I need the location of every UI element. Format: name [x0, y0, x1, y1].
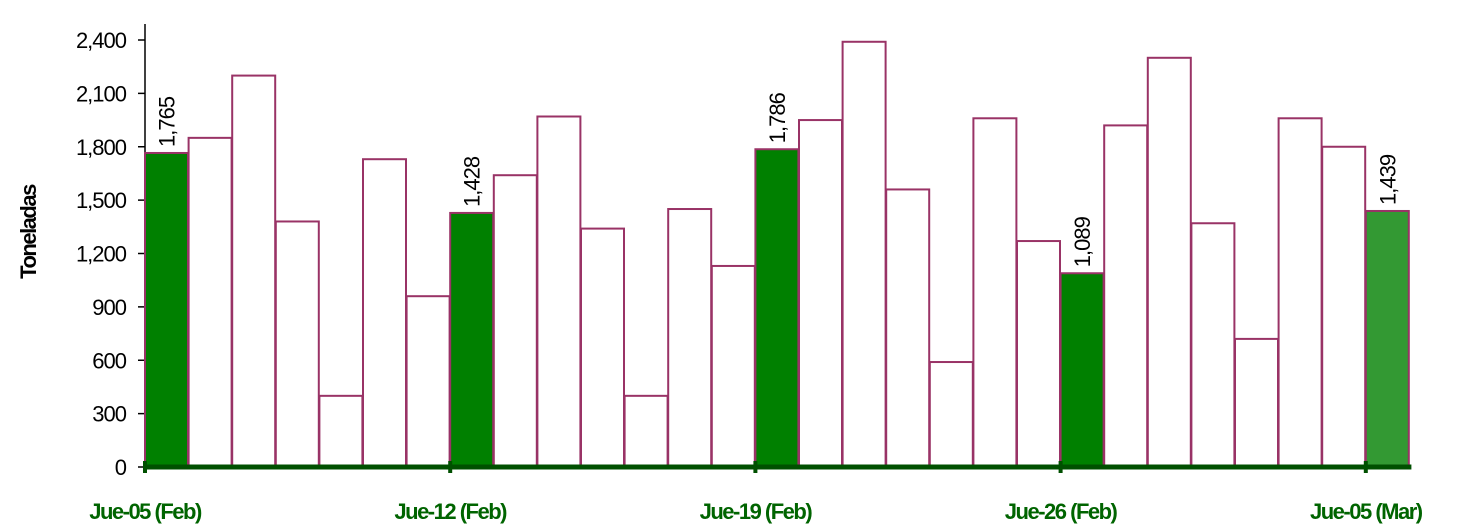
x-tick-label: Jue-19 (Feb)	[700, 499, 813, 524]
x-tick-label: Jue-05 (Feb)	[89, 499, 202, 524]
y-tick-label: 1,200	[76, 242, 127, 267]
data-label: 1,428	[460, 156, 485, 207]
bar	[1277, 117, 1323, 469]
y-axis-label: Toneladas	[16, 184, 41, 279]
bar	[492, 174, 538, 468]
bar	[318, 394, 364, 469]
y-tick-label: 1,800	[76, 135, 127, 160]
data-label: 1,786	[765, 92, 790, 143]
x-tick-label: Jue-05 (Mar)	[1310, 499, 1423, 524]
bar	[885, 188, 931, 468]
y-tick-label: 2,100	[76, 81, 127, 106]
bar	[1103, 124, 1149, 469]
bar	[667, 208, 713, 468]
y-tick-label: 300	[92, 402, 126, 427]
bar	[1016, 240, 1061, 468]
bar	[536, 115, 582, 468]
highlighted-bar	[754, 148, 800, 468]
y-tick-label: 2,400	[76, 28, 127, 53]
bar	[580, 227, 625, 468]
bar	[274, 220, 320, 468]
y-tick-label: 0	[115, 455, 127, 480]
bar	[1190, 222, 1236, 468]
x-tick-label: Jue-12 (Feb)	[394, 499, 507, 524]
data-label: 1,439	[1375, 154, 1400, 205]
bar	[710, 264, 756, 468]
highlighted-bar	[449, 211, 495, 468]
y-tick-label: 900	[92, 295, 126, 320]
bar	[405, 295, 451, 469]
data-label: 1,089	[1070, 216, 1095, 267]
bar	[231, 74, 277, 468]
highlighted-bar	[1364, 209, 1410, 469]
bar	[798, 119, 843, 468]
bar	[187, 136, 233, 469]
x-tick-label: Jue-26 (Feb)	[1005, 499, 1118, 524]
bar	[623, 394, 669, 469]
highlighted-bar	[144, 151, 189, 468]
bar	[928, 361, 974, 469]
x-axis: Jue-05 (Feb) Jue-12 (Feb) Jue-19 (Feb) Jue-…	[89, 461, 1424, 524]
bar	[1146, 56, 1192, 469]
bar	[1234, 337, 1279, 468]
data-labels: 1,765 1,428 1,786 1,089 1,439	[155, 92, 1401, 267]
y-axis: 0 300 600 900 1,200 1,500 1,800 2,100 2,400	[76, 24, 146, 480]
bar	[362, 158, 407, 468]
bar	[841, 40, 887, 468]
data-label: 1,765	[155, 96, 180, 147]
y-tick-label: 600	[92, 348, 126, 373]
bar	[1321, 145, 1367, 468]
y-tick-label: 1,500	[76, 188, 127, 213]
bar	[972, 117, 1018, 469]
highlighted-bar	[1059, 272, 1105, 468]
